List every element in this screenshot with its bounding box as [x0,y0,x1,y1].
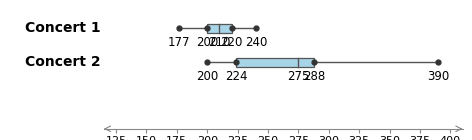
Bar [236,58,314,67]
Text: 210: 210 [208,36,230,49]
Text: 177: 177 [168,36,191,49]
Bar [207,24,232,33]
Text: 200: 200 [196,70,219,83]
Text: Concert 2: Concert 2 [25,55,100,69]
Text: 224: 224 [225,70,248,83]
Text: 220: 220 [220,36,243,49]
Text: 275: 275 [287,70,310,83]
Text: 390: 390 [427,70,449,83]
Text: 240: 240 [244,36,267,49]
Text: 200: 200 [196,36,219,49]
Text: 288: 288 [303,70,325,83]
Text: Concert 1: Concert 1 [25,21,100,35]
